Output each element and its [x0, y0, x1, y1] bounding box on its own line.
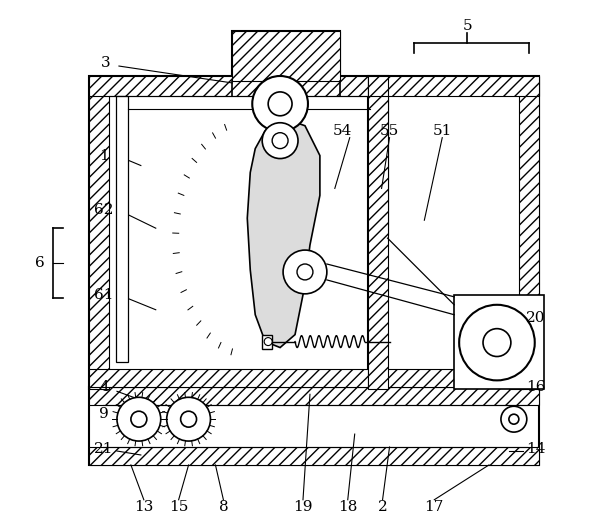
Bar [519, 76, 539, 389]
Text: 16: 16 [526, 380, 545, 394]
Bar [368, 76, 539, 96]
Circle shape [181, 411, 197, 427]
Text: 20: 20 [526, 311, 545, 325]
Bar [89, 76, 388, 96]
Text: 15: 15 [169, 500, 188, 514]
Text: 6: 6 [35, 256, 44, 270]
Bar [89, 369, 388, 387]
Bar [368, 76, 388, 235]
Circle shape [262, 123, 298, 159]
Bar [89, 387, 539, 405]
Text: 21: 21 [94, 442, 114, 456]
Bar [368, 369, 539, 387]
Circle shape [509, 414, 519, 424]
Circle shape [131, 411, 147, 427]
Circle shape [252, 76, 308, 132]
Text: 19: 19 [293, 500, 313, 514]
Circle shape [117, 397, 161, 441]
Text: 2: 2 [377, 500, 388, 514]
Text: 51: 51 [433, 124, 452, 138]
Polygon shape [247, 119, 320, 347]
Text: 55: 55 [380, 124, 399, 138]
Text: 5: 5 [463, 19, 472, 33]
Text: 62: 62 [94, 203, 114, 217]
Text: 8: 8 [218, 500, 228, 514]
Circle shape [297, 264, 313, 280]
Circle shape [268, 92, 292, 116]
Text: 4: 4 [99, 380, 109, 394]
Text: 9: 9 [99, 407, 109, 421]
Bar [232, 31, 340, 81]
Text: 13: 13 [134, 500, 154, 514]
Bar [368, 76, 388, 389]
Bar [232, 31, 340, 81]
Text: 61: 61 [94, 288, 114, 302]
Bar [89, 76, 109, 389]
Bar [89, 76, 388, 389]
Bar [89, 447, 539, 465]
Bar [454, 295, 544, 389]
Circle shape [272, 133, 288, 149]
Bar [262, 335, 272, 348]
Text: 14: 14 [526, 442, 545, 456]
Text: 18: 18 [338, 500, 358, 514]
Bar [116, 96, 128, 363]
Text: 1: 1 [99, 149, 109, 162]
Bar [368, 76, 539, 389]
Circle shape [283, 250, 327, 294]
Text: 54: 54 [333, 124, 352, 138]
Circle shape [167, 397, 211, 441]
Circle shape [483, 329, 511, 356]
Circle shape [264, 338, 272, 346]
Text: 3: 3 [101, 56, 111, 70]
Circle shape [501, 406, 527, 432]
Bar [89, 387, 539, 465]
Circle shape [459, 305, 535, 380]
Text: 17: 17 [425, 500, 444, 514]
